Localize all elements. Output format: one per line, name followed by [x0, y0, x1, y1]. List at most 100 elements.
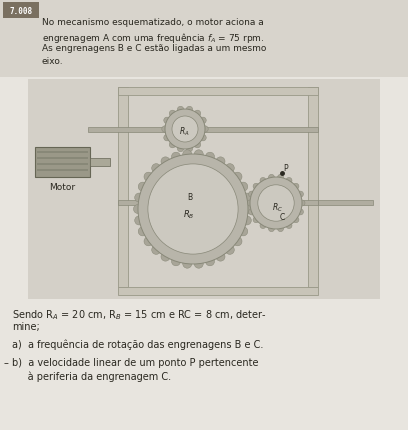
Circle shape	[247, 200, 253, 206]
Circle shape	[277, 175, 284, 181]
Circle shape	[202, 126, 208, 133]
Circle shape	[286, 178, 292, 184]
Circle shape	[242, 216, 251, 225]
Text: B: B	[187, 193, 193, 202]
Bar	[3, 3, 39, 19]
Circle shape	[194, 111, 201, 117]
Bar	[35, 147, 90, 178]
Text: a)  a frequência de rotação das engrenagens B e C.: a) a frequência de rotação das engrenage…	[12, 339, 264, 350]
Circle shape	[152, 246, 161, 255]
Circle shape	[161, 157, 170, 166]
Text: eixo.: eixo.	[42, 57, 64, 66]
Text: 7.008: 7.008	[9, 6, 33, 15]
Circle shape	[138, 227, 147, 236]
Circle shape	[169, 142, 176, 148]
Circle shape	[194, 150, 203, 160]
Circle shape	[144, 173, 153, 182]
Bar	[37, 158, 88, 160]
Circle shape	[253, 184, 259, 190]
Circle shape	[268, 175, 275, 181]
Text: No mecanismo esquematizado, o motor aciona a: No mecanismo esquematizado, o motor acio…	[42, 18, 264, 27]
Circle shape	[239, 183, 248, 192]
Bar	[118, 287, 318, 295]
Circle shape	[286, 223, 292, 229]
Circle shape	[138, 155, 248, 264]
Circle shape	[248, 209, 255, 215]
Text: à periferia da engrenagem C.: à periferia da engrenagem C.	[12, 371, 171, 381]
Circle shape	[216, 157, 225, 166]
Text: Motor: Motor	[49, 183, 75, 191]
Circle shape	[258, 185, 294, 222]
Circle shape	[164, 118, 170, 124]
Circle shape	[299, 200, 305, 206]
Bar	[0, 0, 408, 78]
Circle shape	[161, 252, 170, 261]
Bar	[90, 159, 110, 166]
Circle shape	[138, 183, 147, 192]
Bar	[37, 164, 88, 166]
Circle shape	[297, 209, 304, 215]
Circle shape	[148, 165, 238, 255]
Circle shape	[200, 118, 206, 124]
Circle shape	[293, 217, 299, 223]
Text: C: C	[279, 213, 285, 222]
Circle shape	[133, 205, 142, 214]
Circle shape	[164, 135, 170, 141]
Circle shape	[206, 257, 215, 266]
Text: As engrenagens B e C estão ligadas a um mesmo: As engrenagens B e C estão ligadas a um …	[42, 44, 266, 53]
Circle shape	[177, 146, 184, 152]
Bar	[37, 152, 88, 154]
Circle shape	[248, 192, 255, 198]
Circle shape	[293, 184, 299, 190]
Bar	[118, 200, 318, 206]
Circle shape	[260, 223, 266, 229]
Text: $R_C$: $R_C$	[273, 201, 284, 214]
Circle shape	[242, 194, 251, 203]
Circle shape	[225, 246, 234, 255]
Bar	[37, 169, 88, 172]
Text: b)  a velocidade linear de um ponto P pertencente: b) a velocidade linear de um ponto P per…	[12, 357, 259, 367]
Text: mine;: mine;	[12, 321, 40, 331]
Circle shape	[239, 227, 248, 236]
Bar	[318, 200, 373, 206]
Circle shape	[216, 252, 225, 261]
Circle shape	[277, 226, 284, 232]
Circle shape	[171, 153, 180, 162]
Circle shape	[169, 111, 176, 117]
Circle shape	[183, 150, 192, 160]
Circle shape	[186, 107, 193, 114]
Circle shape	[244, 205, 253, 214]
Circle shape	[233, 237, 242, 246]
Circle shape	[171, 257, 180, 266]
Circle shape	[253, 217, 259, 223]
Circle shape	[194, 260, 203, 269]
Circle shape	[233, 173, 242, 182]
Circle shape	[194, 142, 201, 148]
Bar	[118, 88, 128, 287]
Circle shape	[135, 194, 144, 203]
Text: –: –	[4, 357, 9, 367]
Circle shape	[250, 178, 302, 230]
Text: $R_B$: $R_B$	[183, 208, 195, 221]
Text: P: P	[284, 164, 288, 172]
Text: $R_A$: $R_A$	[179, 126, 189, 138]
Circle shape	[144, 237, 153, 246]
Circle shape	[225, 164, 234, 173]
Circle shape	[177, 107, 184, 114]
Circle shape	[186, 146, 193, 152]
Bar	[88, 128, 318, 133]
Bar	[118, 88, 318, 96]
Circle shape	[260, 178, 266, 184]
Bar	[28, 80, 380, 299]
Text: engrenagem A com uma frequência $f_A$ = 75 rpm.: engrenagem A com uma frequência $f_A$ = …	[42, 31, 264, 45]
Circle shape	[183, 260, 192, 269]
Circle shape	[135, 216, 144, 225]
Bar	[308, 88, 318, 287]
Text: Sendo R$_A$ = 20 cm, R$_B$ = 15 cm e RC = 8 cm, deter-: Sendo R$_A$ = 20 cm, R$_B$ = 15 cm e RC …	[12, 307, 266, 321]
Circle shape	[172, 117, 198, 143]
Circle shape	[206, 153, 215, 162]
Circle shape	[162, 126, 168, 133]
Circle shape	[268, 226, 275, 232]
Circle shape	[200, 135, 206, 141]
Circle shape	[297, 192, 304, 198]
